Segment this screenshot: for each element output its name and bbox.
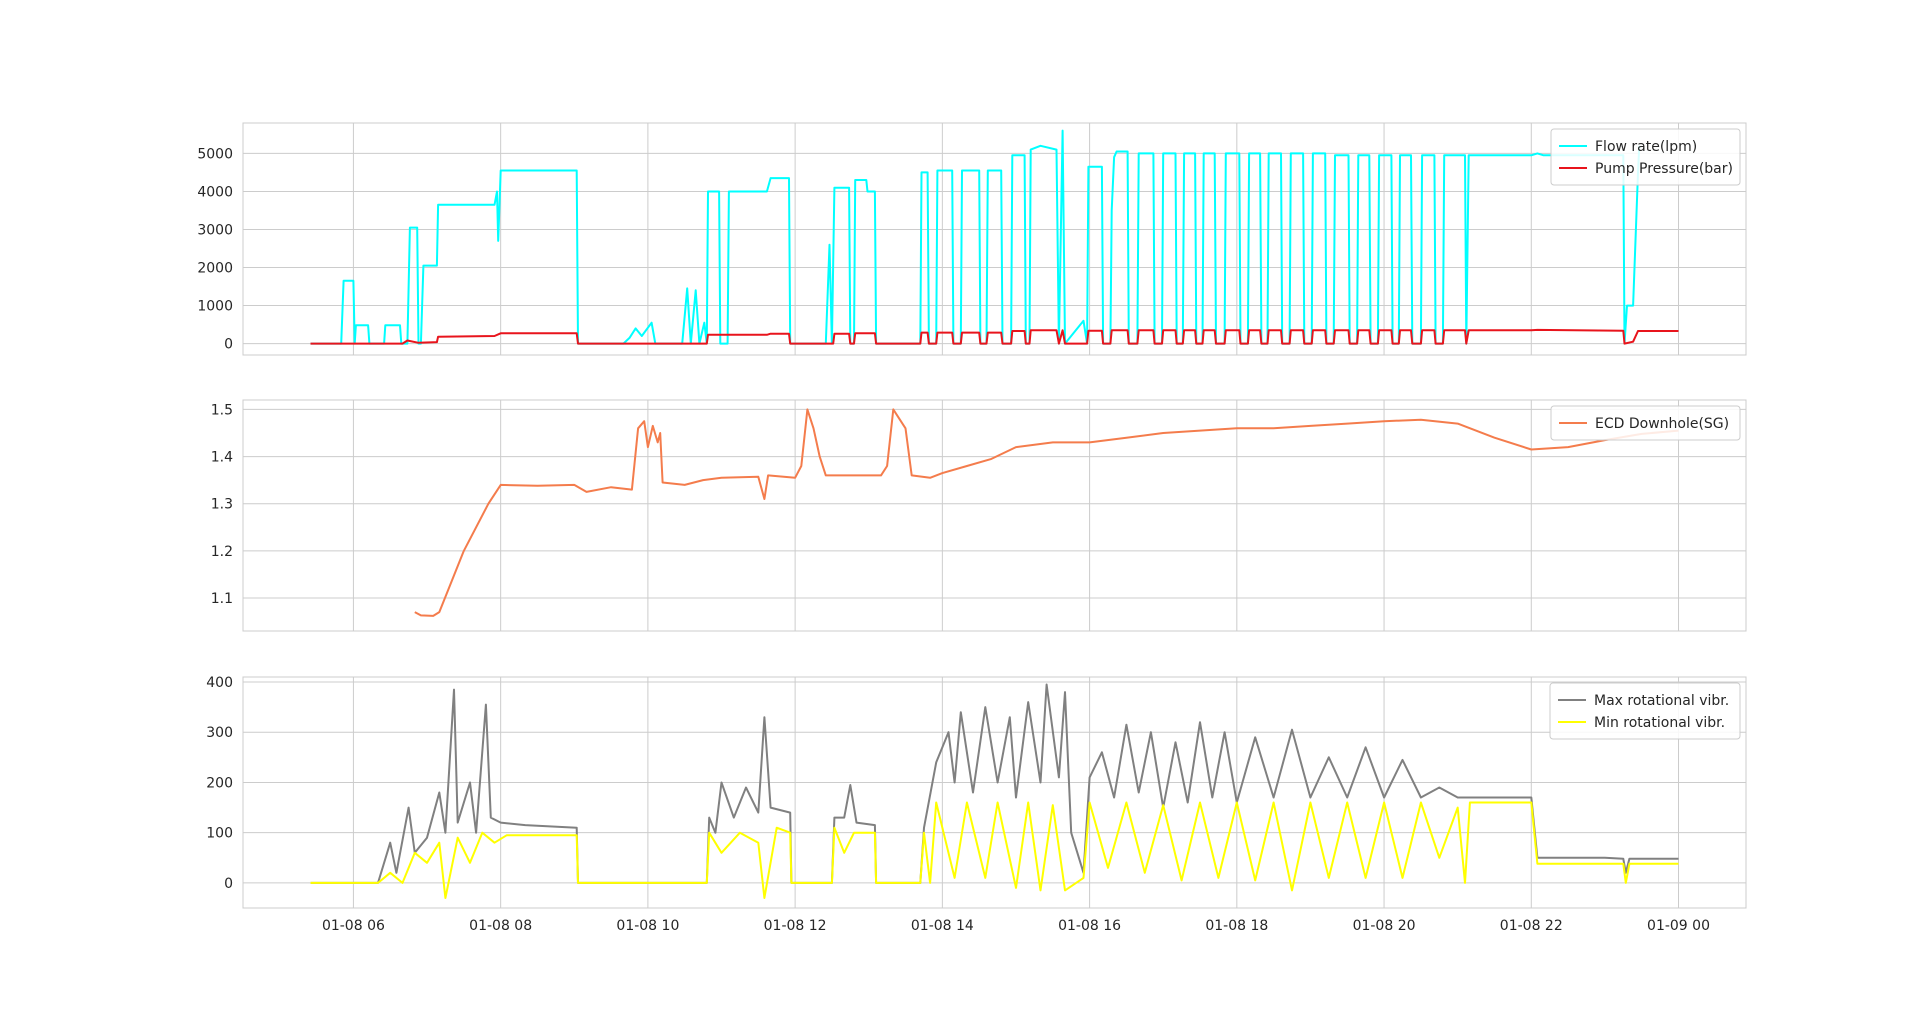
- x-tick-label: 01-08 16: [1058, 918, 1121, 934]
- y-tick-label: 1.4: [211, 450, 233, 466]
- x-tick-label: 01-08 08: [469, 918, 532, 934]
- flow-pressure-panel: 0 1000 2000 3000 4000 5000 Flow rate(lpm) Pump …: [197, 122, 1747, 356]
- y-tick-label: 4000: [197, 184, 233, 200]
- legend-box: [1549, 682, 1741, 740]
- y-tick-label: 400: [206, 675, 233, 691]
- legend: Max rotational vibr. Min rotational vibr.: [1549, 682, 1741, 740]
- x-tick-label: 01-08 10: [616, 918, 679, 934]
- legend-box: [1550, 128, 1741, 186]
- axes-frame: [242, 676, 1747, 909]
- series-line-1: [310, 328, 1679, 345]
- legend-label: Max rotational vibr.: [1594, 693, 1729, 709]
- x-tick-label: 01-09 00: [1647, 918, 1710, 934]
- x-tick-label: 01-08 18: [1205, 918, 1268, 934]
- y-tick-label: 2000: [197, 261, 233, 277]
- y-tick-label: 0: [224, 337, 233, 353]
- legend-label: ECD Downhole(SG): [1595, 416, 1729, 432]
- axes-frame: [242, 399, 1747, 632]
- y-tick-label: 1000: [197, 299, 233, 315]
- y-tick-label: 1.5: [211, 402, 233, 418]
- y-tick-label: 5000: [197, 146, 233, 162]
- ecd-panel: 1.1 1.2 1.3 1.4 1.5 ECD Downhole(SG): [211, 399, 1747, 632]
- series-line-0: [414, 408, 1679, 617]
- y-tick-label: 3000: [197, 222, 233, 238]
- x-tick-label: 01-08 12: [764, 918, 827, 934]
- y-tick-label: 300: [206, 725, 233, 741]
- y-tick-label: 0: [224, 876, 233, 892]
- legend-label: Min rotational vibr.: [1594, 715, 1725, 731]
- series-line-1: [310, 801, 1679, 899]
- y-tick-label: 200: [206, 775, 233, 791]
- y-tick-label: 1.3: [211, 497, 233, 513]
- legend: ECD Downhole(SG): [1550, 405, 1741, 441]
- legend: Flow rate(lpm) Pump Pressure(bar): [1550, 128, 1741, 186]
- x-tick-label: 01-08 22: [1500, 918, 1563, 934]
- axes-frame: [242, 122, 1747, 356]
- x-tick-label: 01-08 06: [322, 918, 385, 934]
- legend-label: Pump Pressure(bar): [1595, 161, 1733, 177]
- x-tick-label: 01-08 14: [911, 918, 974, 934]
- y-tick-label: 100: [206, 826, 233, 842]
- y-tick-label: 1.2: [211, 544, 233, 560]
- y-tick-label: 1.1: [211, 591, 233, 607]
- legend-label: Flow rate(lpm): [1595, 139, 1697, 155]
- vibration-panel: 0 100 200 300 400 01-08 06 01-08 08 01-08 10 01-…: [206, 675, 1747, 934]
- x-tick-label: 01-08 20: [1353, 918, 1416, 934]
- series-line-0: [310, 129, 1641, 345]
- legend-box: [1550, 405, 1741, 441]
- series-line-0: [310, 683, 1679, 884]
